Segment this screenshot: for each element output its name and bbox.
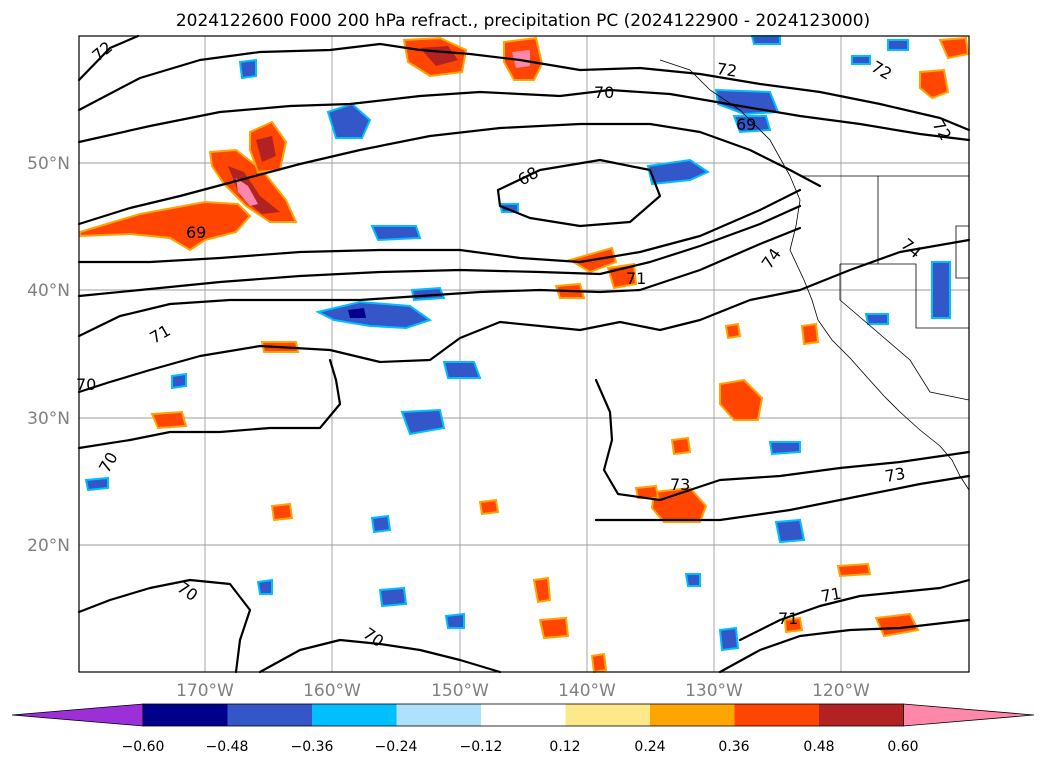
lon-labels: 170°W 160°W 150°W 140°W 130°W 120°W <box>176 681 870 701</box>
lon-label: 120°W <box>812 681 870 701</box>
contour-label: 69 <box>186 223 206 242</box>
colorbar-tick-labels: −0.60 −0.48 −0.36 −0.24 −0.12 0.12 0.24 … <box>122 739 919 755</box>
contour-label: 73 <box>670 475 690 494</box>
colorbar-tick-label: −0.60 <box>122 739 165 755</box>
colorbar-swatches <box>11 703 1035 727</box>
precip-negative-areas <box>84 35 951 652</box>
colorbar-swatch <box>819 704 904 726</box>
map-background <box>79 36 969 672</box>
colorbar-tick-label: 0.60 <box>887 739 918 755</box>
colorbar-swatch <box>565 704 651 726</box>
lon-label: 140°W <box>558 681 616 701</box>
colorbar-extend-min <box>11 703 144 727</box>
colorbar-tick-label: −0.24 <box>375 739 418 755</box>
colorbar-extend-max <box>903 703 1035 727</box>
colorbar-tick-label: 0.24 <box>634 739 665 755</box>
refractivity-contours <box>77 34 971 674</box>
colorbar-swatch <box>227 704 313 726</box>
contour-label: 72 <box>715 59 738 81</box>
contour-label: 70 <box>594 83 614 102</box>
colorbar-swatch <box>143 704 228 726</box>
lat-label: 30°N <box>27 409 70 429</box>
colorbar-tick-label: 0.12 <box>549 739 580 755</box>
colorbar-swatch <box>396 704 482 726</box>
coastlines <box>659 59 970 491</box>
lat-label: 50°N <box>27 154 70 174</box>
lon-label: 160°W <box>303 681 361 701</box>
colorbar-swatch <box>650 704 735 726</box>
contour-label: 71 <box>819 584 842 606</box>
precip-positive-areas <box>79 36 970 674</box>
map-border <box>78 35 970 673</box>
colorbar-tick-label: −0.48 <box>206 739 249 755</box>
lon-label: 150°W <box>431 681 489 701</box>
contour-label: 71 <box>778 609 798 628</box>
colorbar-tick-label: 0.36 <box>718 739 749 755</box>
contour-label: 73 <box>883 464 906 486</box>
colorbar-tick-label: 0.48 <box>803 739 834 755</box>
lon-label: 130°W <box>685 681 743 701</box>
map-panel: 72 72 70 72 68 69 69 71 71 70 70 73 73 7… <box>76 34 971 674</box>
colorbar-tick-label: −0.36 <box>291 739 334 755</box>
colorbar: −0.60 −0.48 −0.36 −0.24 −0.12 0.12 0.24 … <box>11 703 1035 755</box>
lat-label: 20°N <box>27 536 70 556</box>
lon-label: 170°W <box>176 681 234 701</box>
contour-label: 69 <box>736 115 756 134</box>
lat-label: 40°N <box>27 281 70 301</box>
colorbar-swatch <box>734 704 820 726</box>
chart-title: 2024122600 F000 200 hPa refract., precip… <box>176 11 870 31</box>
contour-label: 71 <box>626 269 646 288</box>
contour-label: 70 <box>76 375 96 394</box>
colorbar-swatch <box>312 704 397 726</box>
colorbar-swatch <box>481 704 566 726</box>
colorbar-frame <box>142 703 904 727</box>
colorbar-tick-label: −0.12 <box>460 739 503 755</box>
lat-labels: 50°N 40°N 30°N 20°N <box>27 154 70 556</box>
